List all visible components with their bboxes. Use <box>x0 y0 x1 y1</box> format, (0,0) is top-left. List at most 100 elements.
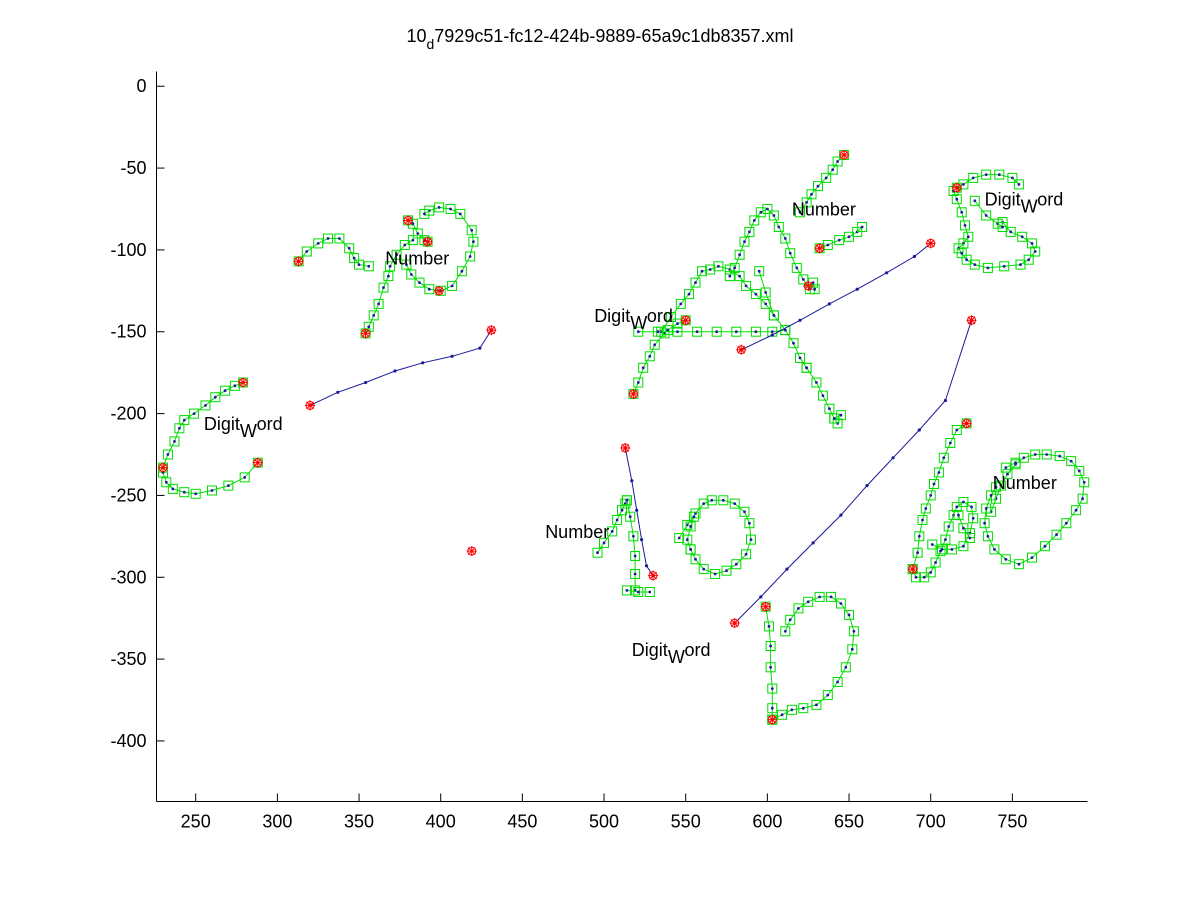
stroke-point <box>633 554 637 558</box>
x-tick-label: 350 <box>344 812 374 832</box>
endpoint-stroke <box>159 463 167 472</box>
connector-point <box>364 380 368 385</box>
stroke-point <box>409 273 413 276</box>
stroke-point <box>818 595 821 599</box>
endpoint-ring <box>926 238 936 248</box>
endpoint-stroke <box>768 715 777 724</box>
stroke-point-marker <box>1030 449 1041 460</box>
endpoint-marker <box>620 442 631 453</box>
endpoint-marker <box>238 377 249 388</box>
stroke-point <box>470 228 474 232</box>
stroke-point <box>403 243 407 247</box>
stroke-point <box>769 665 772 669</box>
stroke-point <box>1077 469 1081 473</box>
stroke-point <box>689 525 692 528</box>
stroke-point <box>806 600 810 604</box>
stroke-point-marker <box>1054 451 1065 462</box>
connector-point <box>885 271 889 275</box>
stroke-point-marker <box>822 690 833 701</box>
stroke-point <box>772 314 776 317</box>
stroke-point <box>1004 557 1008 561</box>
connector-point <box>839 513 843 517</box>
stroke-point <box>689 548 692 551</box>
stroke-point <box>783 328 787 332</box>
stroke-point <box>372 314 376 317</box>
stroke-point-marker <box>767 703 778 714</box>
stroke-point <box>738 274 741 278</box>
stroke-point-marker <box>966 501 977 512</box>
stroke-point-marker <box>755 207 766 218</box>
endpoint-ring <box>815 243 825 253</box>
stroke-series <box>293 233 374 272</box>
stroke-point-marker <box>780 233 791 244</box>
stroke-point <box>648 590 652 594</box>
stroke-point-marker <box>675 298 686 309</box>
endpoint-stroke <box>404 216 412 225</box>
stroke-point <box>166 453 170 456</box>
stroke-point-marker <box>592 547 603 558</box>
endpoint-stroke <box>730 619 739 627</box>
connector-point <box>855 287 859 291</box>
stroke-point-marker <box>765 662 776 673</box>
stroke-point-marker <box>1030 246 1041 257</box>
connector-point <box>630 479 634 483</box>
stroke-point <box>984 507 988 510</box>
stroke-point <box>829 595 833 599</box>
y-ticks: 0 -50 -100 -150 -200 -250 -300 -350 -400 <box>110 76 165 751</box>
stroke-point <box>305 250 309 253</box>
stroke-point-marker <box>958 523 969 534</box>
stroke-point <box>948 441 952 445</box>
stroke-series <box>795 150 850 218</box>
annotation-subscript: W <box>668 647 685 667</box>
annotation-subscript: W <box>240 421 257 441</box>
endpoint-ring <box>736 345 746 355</box>
stroke-point <box>811 281 815 284</box>
endpoint-stroke <box>840 151 848 159</box>
stroke-point-marker <box>960 220 970 231</box>
endpoint-marker <box>729 618 740 629</box>
stroke-point-marker <box>1051 529 1062 540</box>
stroke-point-marker <box>401 259 412 270</box>
stroke-point-marker <box>706 495 717 506</box>
endpoint-marker <box>814 243 825 254</box>
stroke-point <box>752 219 756 222</box>
stroke-point-marker <box>840 662 851 673</box>
stroke-point-marker <box>729 498 740 509</box>
stroke-point-marker <box>773 222 784 232</box>
endpoint-marker <box>422 236 433 247</box>
connector-line <box>734 320 972 624</box>
stroke-point <box>1030 556 1034 559</box>
endpoint-marker <box>360 328 371 339</box>
stroke-point-marker <box>1007 172 1018 183</box>
annotation-main: Digit <box>985 190 1021 210</box>
endpoint-marker <box>680 315 691 326</box>
stroke-point-marker <box>690 277 701 288</box>
stroke-point-marker <box>672 318 683 329</box>
stroke-point-marker <box>456 266 467 277</box>
stroke-point <box>243 476 247 479</box>
stroke-point-marker <box>301 246 312 257</box>
stroke-point-marker <box>795 352 805 363</box>
endpoint-stroke <box>681 316 690 325</box>
connector-point <box>478 346 482 350</box>
endpoint-stroke <box>487 326 496 334</box>
stroke-point <box>777 225 781 229</box>
stroke-point-marker <box>951 194 962 205</box>
stroke-point-marker <box>930 557 941 568</box>
stroke-point-marker <box>968 172 979 183</box>
stroke-point <box>973 199 977 203</box>
stroke-point <box>677 536 681 540</box>
endpoint-stroke <box>737 345 746 354</box>
stroke-point <box>1011 176 1014 180</box>
endpoint-ring <box>238 377 248 387</box>
stroke-point <box>204 404 207 407</box>
stroke-point-marker <box>666 312 676 322</box>
stroke-point <box>1082 480 1086 484</box>
stroke-point <box>929 494 933 497</box>
stroke-point <box>839 413 843 417</box>
stroke-point <box>210 489 214 492</box>
y-tick-label: -150 <box>110 322 146 342</box>
stroke-point-marker <box>832 677 843 687</box>
